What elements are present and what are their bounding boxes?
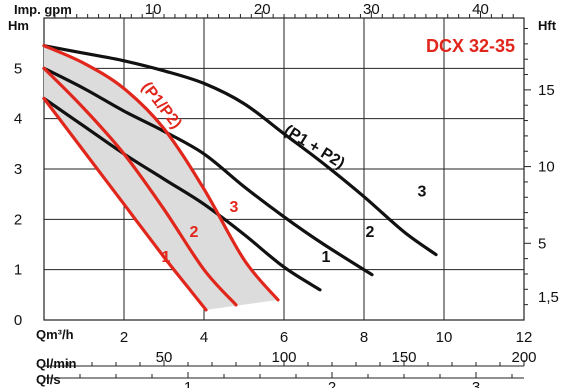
tick-label-hm: 5 <box>14 60 22 77</box>
tick-label-hm: 4 <box>14 111 22 128</box>
curve-number-label: 2 <box>190 224 199 241</box>
tick-label-gpm: 20 <box>254 1 271 18</box>
tick-label-hft: 15 <box>538 82 555 99</box>
curve-number-label: 1 <box>322 249 331 266</box>
tick-label-hm: 0 <box>14 312 22 329</box>
series-layer <box>42 44 438 312</box>
tick-label-ls: 1 <box>184 379 192 388</box>
series-line-single-1 <box>42 96 208 312</box>
series-line-single-2 <box>42 66 238 307</box>
left-axis-label: Hm <box>8 18 29 33</box>
curve-number-label: 3 <box>230 199 239 216</box>
label-layer: 1 2 3 1 2 3 <box>162 184 427 266</box>
top-axis-label: Imp. gpm <box>14 2 72 17</box>
tick-label-hm: 2 <box>14 211 22 228</box>
tick-label-m3h: 4 <box>200 329 208 346</box>
tick-label-lmin: 100 <box>271 349 296 366</box>
bottom-axis-label-ls: Ql/s <box>36 372 61 387</box>
tick-label-lmin: 150 <box>391 349 416 366</box>
series-line-pair-1 <box>42 96 322 292</box>
series-line-pair-3 <box>42 44 438 257</box>
chart-title: DCX 32-35 <box>426 36 515 56</box>
tick-label-hm: 3 <box>14 161 22 178</box>
tick-label-hm: 1 <box>14 262 22 279</box>
bottom-axis-label-lmin: Ql/min <box>36 356 77 371</box>
tick-label-hft: 5 <box>538 235 546 252</box>
tick-label-hft: 10 <box>538 159 555 176</box>
bottom-axis-label-m3h: Qm³/h <box>36 327 74 342</box>
curve-number-label: 1 <box>162 249 171 266</box>
tick-label-gpm: 30 <box>363 1 380 18</box>
series-line-single-3 <box>42 44 280 302</box>
tick-label-m3h: 10 <box>436 329 453 346</box>
tick-label-m3h: 12 <box>516 329 533 346</box>
curve-number-label: 3 <box>418 184 427 201</box>
curve-number-label: 2 <box>366 224 375 241</box>
tick-label-m3h: 2 <box>120 329 128 346</box>
tick-label-m3h: 6 <box>280 329 288 346</box>
tick-label-hft: 1,5 <box>538 289 559 306</box>
tick-label-m3h: 8 <box>360 329 368 346</box>
tick-label-gpm: 10 <box>145 1 162 18</box>
tick-label-ls: 3 <box>472 379 480 388</box>
tick-label-lmin: 50 <box>156 349 173 366</box>
right-axis-label: Hft <box>538 18 557 33</box>
tick-label-lmin: 200 <box>511 349 536 366</box>
tick-label-ls: 2 <box>328 379 336 388</box>
series-line-pair-2 <box>42 66 374 277</box>
tick-label-gpm: 40 <box>472 1 489 18</box>
